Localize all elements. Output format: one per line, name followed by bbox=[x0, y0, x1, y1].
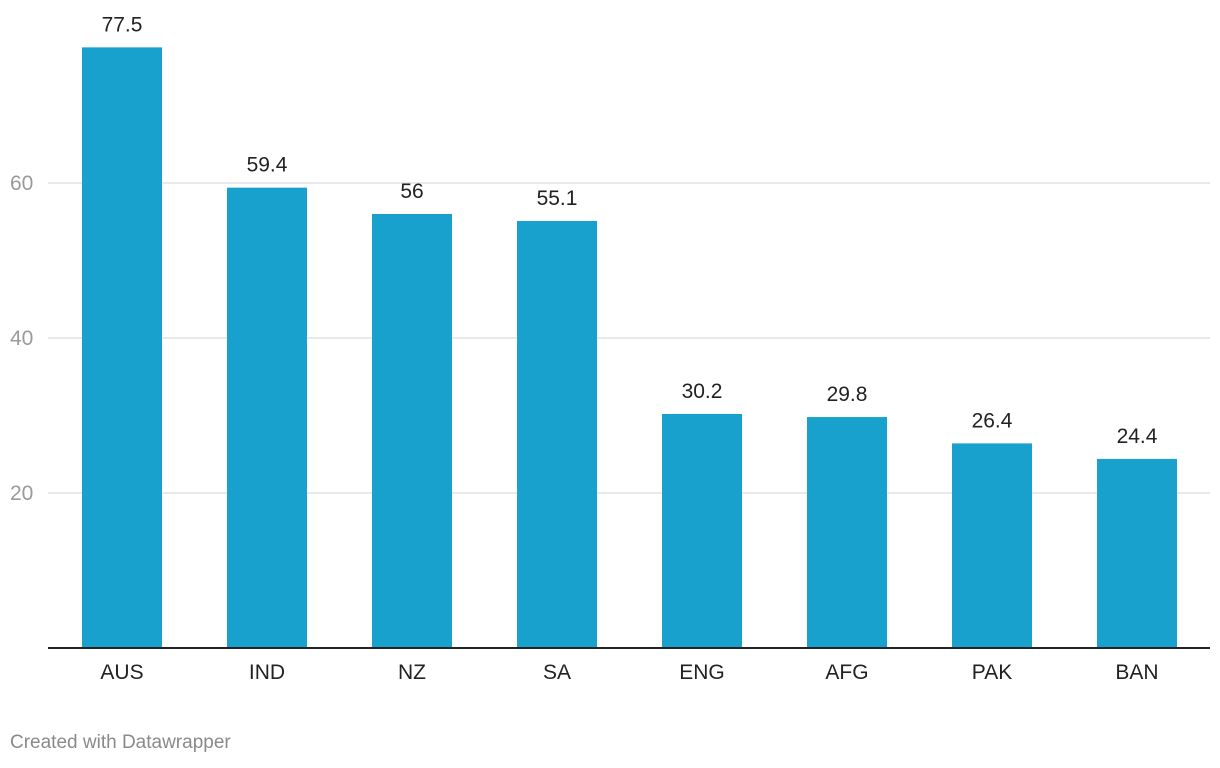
y-tick-label-40: 40 bbox=[10, 327, 33, 350]
bar-ind bbox=[227, 187, 307, 648]
bar-sa bbox=[517, 220, 597, 648]
bar-aus bbox=[82, 47, 162, 648]
bars bbox=[82, 47, 1177, 648]
x-label-ban: BAN bbox=[1115, 661, 1158, 684]
x-label-aus: AUS bbox=[100, 661, 143, 684]
bar-pak bbox=[952, 443, 1032, 648]
value-label-sa: 55.1 bbox=[537, 187, 578, 210]
value-label-ban: 24.4 bbox=[1117, 425, 1158, 448]
y-tick-label-20: 20 bbox=[10, 482, 33, 505]
value-label-eng: 30.2 bbox=[682, 380, 723, 403]
x-label-sa: SA bbox=[543, 661, 571, 684]
bar-ban bbox=[1097, 458, 1177, 648]
x-label-afg: AFG bbox=[825, 661, 868, 684]
x-label-eng: ENG bbox=[679, 661, 725, 684]
bar-afg bbox=[807, 417, 887, 648]
bar-nz bbox=[372, 214, 452, 648]
x-label-pak: PAK bbox=[972, 661, 1012, 684]
y-axis-ticks: 20 40 60 bbox=[10, 172, 33, 505]
x-label-nz: NZ bbox=[398, 661, 426, 684]
value-label-afg: 29.8 bbox=[827, 383, 868, 406]
value-label-nz: 56 bbox=[400, 180, 423, 203]
value-label-pak: 26.4 bbox=[972, 409, 1013, 432]
x-axis-labels: AUS IND NZ SA ENG AFG PAK BAN bbox=[100, 661, 1158, 684]
value-labels: 77.5 59.4 56 55.1 30.2 29.8 26.4 24.4 bbox=[102, 13, 1158, 448]
gridlines bbox=[48, 182, 1210, 494]
x-label-ind: IND bbox=[249, 661, 285, 684]
value-label-aus: 77.5 bbox=[102, 13, 143, 36]
y-tick-label-60: 60 bbox=[10, 172, 33, 195]
bar-eng bbox=[662, 413, 742, 648]
value-label-ind: 59.4 bbox=[247, 154, 288, 177]
credit-text: Created with Datawrapper bbox=[10, 732, 231, 753]
